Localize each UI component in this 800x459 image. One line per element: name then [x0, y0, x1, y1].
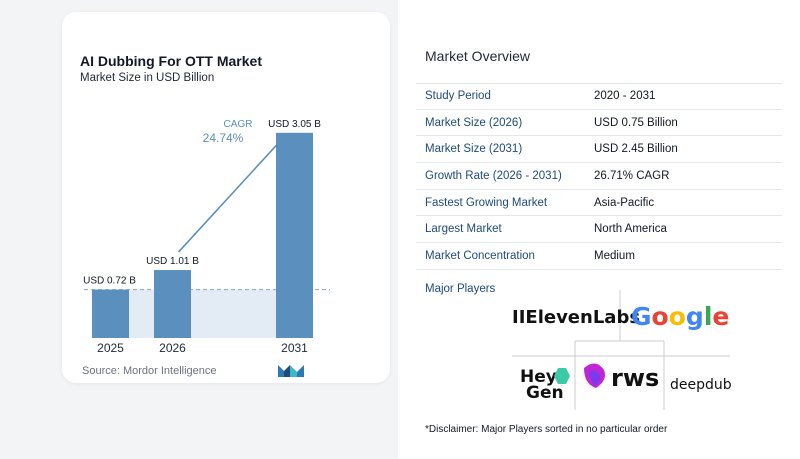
overview-value: 2020 - 2031	[594, 90, 656, 103]
overview-label: Fastest Growing Market	[425, 196, 548, 209]
google-letter: g	[686, 302, 704, 331]
market-overview-panel: Market Overview Study Period 2020 - 2031…	[398, 0, 800, 459]
rws-text: rws	[611, 364, 659, 392]
source-note: Source: Mordor Intelligence	[82, 365, 217, 377]
bar-value-label: USD 3.05 B	[268, 119, 321, 130]
disclaimer: *Disclaimer: Major Players sorted in no …	[425, 424, 668, 435]
deepdub-text: deepdub	[670, 377, 732, 393]
heygen-logo: Hey Gen	[520, 367, 570, 403]
overview-row-largest-market: Largest Market North America	[416, 216, 782, 244]
google-letter: o	[652, 302, 669, 331]
google-logo: Google	[631, 302, 729, 331]
overview-row-growth-rate: Growth Rate (2026 - 2031) 26.71% CAGR	[416, 163, 782, 190]
overview-row-market-size-2026: Market Size (2026) USD 0.75 Billion	[416, 110, 782, 137]
overview-label: Market Concentration	[425, 249, 535, 262]
google-letter: G	[631, 302, 652, 331]
overview-label: Market Size (2031)	[425, 143, 523, 156]
heygen-text-bottom: Gen	[526, 383, 564, 403]
overview-label: Growth Rate (2026 - 2031)	[425, 169, 562, 182]
overview-label: Largest Market	[425, 223, 502, 236]
overview-label: Market Size (2026)	[425, 116, 523, 129]
overview-value: USD 0.75 Billion	[594, 116, 678, 129]
bar	[154, 270, 191, 338]
overview-value: USD 2.45 Billion	[594, 143, 678, 156]
overview-value: 26.71% CAGR	[594, 169, 670, 182]
overview-title: Market Overview	[425, 48, 531, 64]
overview-row-study-period: Study Period 2020 - 2031	[416, 83, 782, 110]
elevenlabs-logo: IIElevenLabs	[512, 307, 640, 328]
overview-row-market-size-2031: Market Size (2031) USD 2.45 Billion	[416, 136, 782, 164]
bar-value-label: USD 1.01 B	[146, 256, 199, 267]
rws-logo: rws	[584, 363, 659, 392]
heygen-mark-icon	[554, 368, 570, 384]
cagr-value: 24.74%	[203, 131, 244, 145]
cagr-label: CAGR	[224, 119, 253, 130]
google-letter: o	[669, 302, 686, 331]
chart-subtitle: Market Size in USD Billion	[80, 72, 215, 84]
category-label: 2031	[281, 341, 308, 355]
major-players-logos: IIElevenLabs Google Hey Gen rws deepdub	[512, 290, 732, 410]
bar	[276, 132, 313, 338]
mordor-logo-icon	[278, 365, 304, 377]
chart-title: AI Dubbing For OTT Market	[80, 53, 262, 69]
cagr-arrowhead	[277, 133, 288, 144]
overview-table: Study Period 2020 - 2031 Market Size (20…	[416, 83, 782, 270]
google-letter: e	[712, 302, 729, 331]
bar-value-label: USD 0.72 B	[83, 276, 136, 287]
google-letter: l	[704, 302, 713, 331]
overview-label: Study Period	[425, 90, 491, 103]
bar	[92, 289, 129, 338]
rws-mark-inner-icon	[588, 370, 600, 386]
overview-row-fastest-growing: Fastest Growing Market Asia-Pacific	[416, 190, 782, 217]
cagr-arrow	[177, 134, 287, 253]
category-label: 2026	[159, 341, 186, 355]
overview-row-concentration: Market Concentration Medium	[416, 243, 782, 270]
bar-chart: USD 0.72 B 2025 USD 1.01 B 2026 USD 3.05 B 20…	[83, 119, 330, 355]
overview-value: North America	[594, 223, 667, 236]
heygen-text-top: Hey	[520, 367, 557, 387]
category-label: 2025	[97, 341, 124, 355]
overview-value: Medium	[594, 249, 635, 262]
major-players-label: Major Players	[425, 283, 496, 295]
deepdub-logo: deepdub	[670, 377, 732, 393]
chart-card: AI Dubbing For OTT Market Market Size in…	[62, 12, 390, 383]
overview-value: Asia-Pacific	[594, 196, 655, 209]
